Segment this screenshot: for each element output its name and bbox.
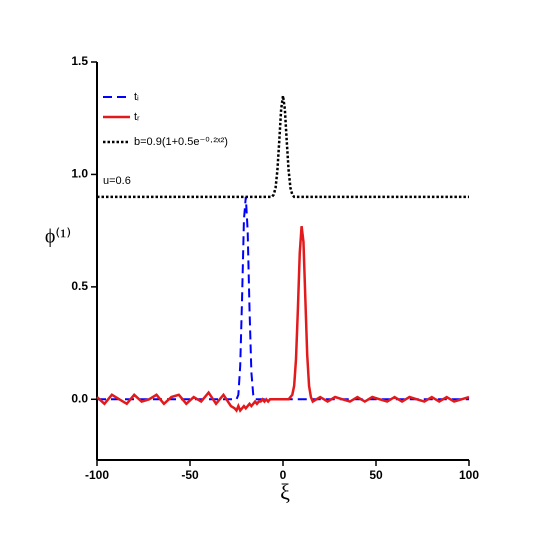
y-tick-label: 0.0 [71,391,88,405]
x-tick-label: 50 [369,468,383,482]
legend-label: tᵢ [134,91,139,103]
y-tick-label: 1.0 [71,167,88,181]
y-tick-label: 1.5 [71,54,88,68]
series-line [97,196,469,401]
x-tick-label: 0 [280,468,287,482]
x-tick-label: -50 [181,468,199,482]
annotation: u=0.6 [103,175,131,187]
legend-label: tᵣ [134,111,140,123]
y-tick-label: 0.5 [71,279,88,293]
y-axis-label: ϕ⁽¹⁾ [45,226,71,248]
x-tick-label: -100 [85,468,109,482]
legend-label: b=0.9(1+0.5e⁻⁰·²ˣ²) [134,136,228,148]
series-line [97,95,469,199]
x-tick-label: 100 [459,468,479,482]
x-axis-label: ξ [280,479,290,504]
series-line [96,226,470,413]
